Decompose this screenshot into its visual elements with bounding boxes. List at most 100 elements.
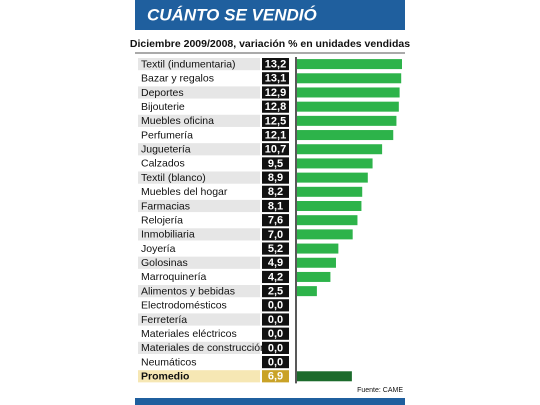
category-label: Joyería xyxy=(141,243,176,255)
value-label: 7,0 xyxy=(268,229,283,241)
row-background xyxy=(138,285,260,298)
row-background xyxy=(138,114,260,127)
value-label: 8,2 xyxy=(268,186,283,198)
category-label: Electrodomésticos xyxy=(141,300,227,312)
bar xyxy=(297,144,383,155)
bar xyxy=(297,215,358,226)
value-box xyxy=(262,285,289,298)
value-box xyxy=(262,242,289,255)
category-label: Farmacias xyxy=(141,200,190,212)
bar xyxy=(297,130,394,141)
row-background xyxy=(138,214,260,227)
row-background xyxy=(138,370,260,383)
value-label: 5,2 xyxy=(268,243,283,255)
value-box xyxy=(262,58,289,71)
category-label: Relojería xyxy=(141,214,183,226)
value-label: 0,0 xyxy=(268,300,283,312)
row-background xyxy=(138,228,260,241)
row-background xyxy=(138,58,260,71)
category-label: Calzados xyxy=(141,158,185,170)
bar xyxy=(297,271,331,282)
value-label: 0,0 xyxy=(268,328,283,340)
value-box xyxy=(262,355,289,369)
value-box xyxy=(262,214,289,227)
category-label: Alimentos y bebidas xyxy=(141,285,235,297)
chart-subtitle: Diciembre 2009/2008, variación % en unid… xyxy=(130,38,410,50)
bar xyxy=(297,87,400,98)
source: Fuente: CAME xyxy=(357,387,403,394)
category-label: Perfumería xyxy=(141,129,193,141)
value-label: 12,9 xyxy=(265,87,286,99)
row-background xyxy=(138,270,260,284)
row-background xyxy=(138,355,260,369)
row-background xyxy=(138,157,260,170)
value-label: 13,1 xyxy=(265,73,286,85)
value-label: 2,5 xyxy=(268,286,283,298)
value-label: 12,5 xyxy=(265,115,286,127)
value-label: 13,2 xyxy=(265,59,286,71)
value-label: 4,2 xyxy=(268,271,283,283)
category-label: Juguetería xyxy=(141,144,191,156)
bar xyxy=(297,243,339,254)
category-label: Ferretería xyxy=(141,314,187,326)
category-label: Golosinas xyxy=(141,257,188,269)
category-label: Materiales eléctricos xyxy=(141,328,237,340)
value-box xyxy=(262,199,289,213)
bar xyxy=(297,371,352,382)
value-label: 8,9 xyxy=(268,172,283,184)
category-label: Marroquinería xyxy=(141,271,207,283)
value-label: 12,8 xyxy=(265,101,286,113)
value-label: 12,1 xyxy=(265,129,286,141)
value-label: 6,9 xyxy=(268,371,283,383)
row-background xyxy=(138,171,260,184)
category-label: Bijouterie xyxy=(141,101,185,113)
category-label: Textil (blanco) xyxy=(141,172,206,184)
value-box xyxy=(262,327,289,340)
row-background xyxy=(138,86,260,99)
value-box xyxy=(262,157,289,170)
row-background xyxy=(138,341,260,354)
row-background xyxy=(138,327,260,340)
value-label: 0,0 xyxy=(268,356,283,368)
value-box xyxy=(262,128,289,142)
value-box xyxy=(262,299,289,312)
value-box xyxy=(262,313,289,326)
row-background xyxy=(138,299,260,312)
value-box xyxy=(262,100,289,113)
value-box xyxy=(262,228,289,241)
value-box xyxy=(262,171,289,184)
bar xyxy=(297,200,362,211)
row-background xyxy=(138,100,260,113)
value-box xyxy=(262,72,289,85)
value-box xyxy=(262,370,289,383)
category-label: Deportes xyxy=(141,87,184,99)
row-background xyxy=(138,185,260,198)
bar xyxy=(297,172,368,183)
category-label: Bazar y regalos xyxy=(141,73,214,85)
title-bar xyxy=(135,0,405,30)
bar xyxy=(297,257,336,268)
chart-title: CUÁNTO SE VENDIÓ xyxy=(147,5,317,24)
value-box xyxy=(262,341,289,354)
row-background xyxy=(138,128,260,142)
value-label: 10,7 xyxy=(265,144,286,156)
category-label: Inmobiliaria xyxy=(141,229,195,241)
value-label: 7,6 xyxy=(268,215,283,227)
value-label: 4,9 xyxy=(268,257,283,269)
bar xyxy=(297,186,363,197)
category-label: Promedio xyxy=(141,371,189,383)
value-label: 8,1 xyxy=(268,200,283,212)
value-box xyxy=(262,185,289,198)
category-label: Materiales de construcción xyxy=(141,342,266,354)
row-background xyxy=(138,143,260,156)
category-label: Neumáticos xyxy=(141,356,196,368)
category-label: Muebles oficina xyxy=(141,115,214,127)
category-label: Textil (indumentaria) xyxy=(141,58,236,70)
row-background xyxy=(138,199,260,213)
value-box xyxy=(262,86,289,99)
value-label: 0,0 xyxy=(268,342,283,354)
footer-bar xyxy=(135,398,405,405)
value-label: 9,5 xyxy=(268,158,283,170)
value-label: 0,0 xyxy=(268,314,283,326)
